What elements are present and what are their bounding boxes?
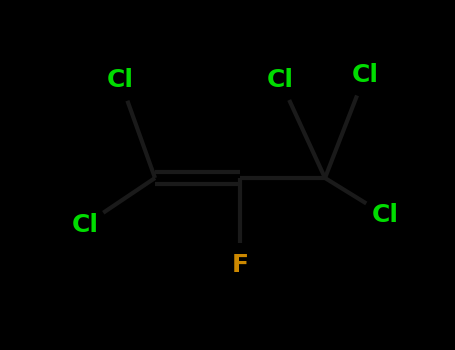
Text: F: F [232, 253, 248, 277]
Text: Cl: Cl [371, 203, 399, 227]
Text: Cl: Cl [267, 68, 293, 92]
Text: Cl: Cl [106, 68, 133, 92]
Text: Cl: Cl [71, 213, 98, 237]
Text: Cl: Cl [352, 63, 379, 87]
